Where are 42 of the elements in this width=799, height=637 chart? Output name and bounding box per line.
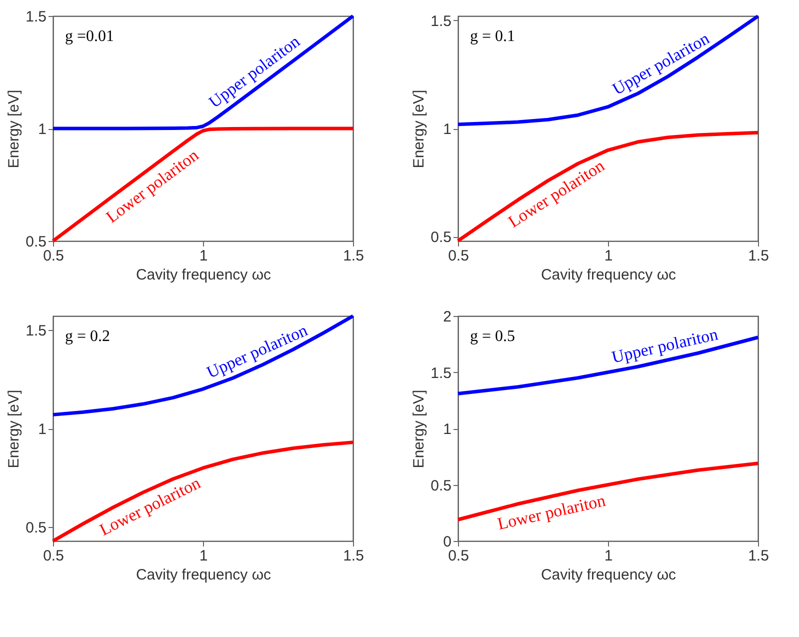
line-series	[456, 130, 760, 243]
y-tick-label: 2	[443, 308, 452, 326]
y-axis-title: Energy [eV]	[410, 390, 428, 468]
x-tick-label: 1	[604, 548, 613, 564]
x-axis-title: Cavity frequency ωc	[540, 566, 677, 584]
text: Lower polariton	[496, 490, 608, 534]
y-tick-label: 0.5	[430, 477, 452, 494]
y-tick-label: 0	[443, 534, 452, 550]
y-tick-label: 1	[443, 121, 452, 138]
y-tick-label: 1.5	[26, 8, 46, 26]
annotation: g = 0.1	[470, 28, 516, 45]
x-tick-label: 1	[604, 248, 613, 264]
y-axis-title: Energy [eV]	[6, 390, 23, 468]
x-tick-label: 1.5	[748, 248, 769, 264]
x-tick-label: 1	[199, 548, 208, 564]
line-series	[456, 14, 760, 126]
y-tick-label: 1.5	[430, 12, 452, 30]
y-tick-label: 0.5	[26, 520, 46, 537]
y-tick-label: 1	[443, 421, 452, 438]
x-axis-title: Cavity frequency ωc	[540, 266, 677, 284]
x-axis-title: Cavity frequency ωc	[136, 266, 272, 284]
x-axis-title: Cavity frequency ωc	[136, 566, 272, 584]
y-tick-label: 0.5	[430, 229, 452, 246]
x-tick-label: 1	[199, 248, 208, 264]
x-tick-label: 1.5	[343, 548, 364, 564]
annotation: g = 0.5	[470, 328, 516, 345]
line-series	[51, 314, 355, 416]
text: Upper polariton	[610, 324, 720, 367]
annotation: g =0.01	[65, 28, 114, 45]
line-series	[51, 126, 355, 243]
annotation: g = 0.2	[65, 328, 110, 345]
y-tick-label: 0.5	[26, 234, 46, 250]
x-tick-label: 1.5	[343, 248, 364, 264]
y-tick-label: 1.5	[26, 322, 46, 340]
line-series	[51, 440, 355, 543]
line-series	[51, 14, 355, 130]
y-tick-label: 1	[38, 421, 46, 438]
y-tick-label: 1	[38, 121, 46, 138]
x-tick-label: 1.5	[748, 548, 769, 564]
y-tick-label: 1.5	[430, 364, 452, 382]
y-axis-title: Energy [eV]	[410, 90, 428, 168]
y-axis-title: Energy [eV]	[6, 90, 23, 168]
